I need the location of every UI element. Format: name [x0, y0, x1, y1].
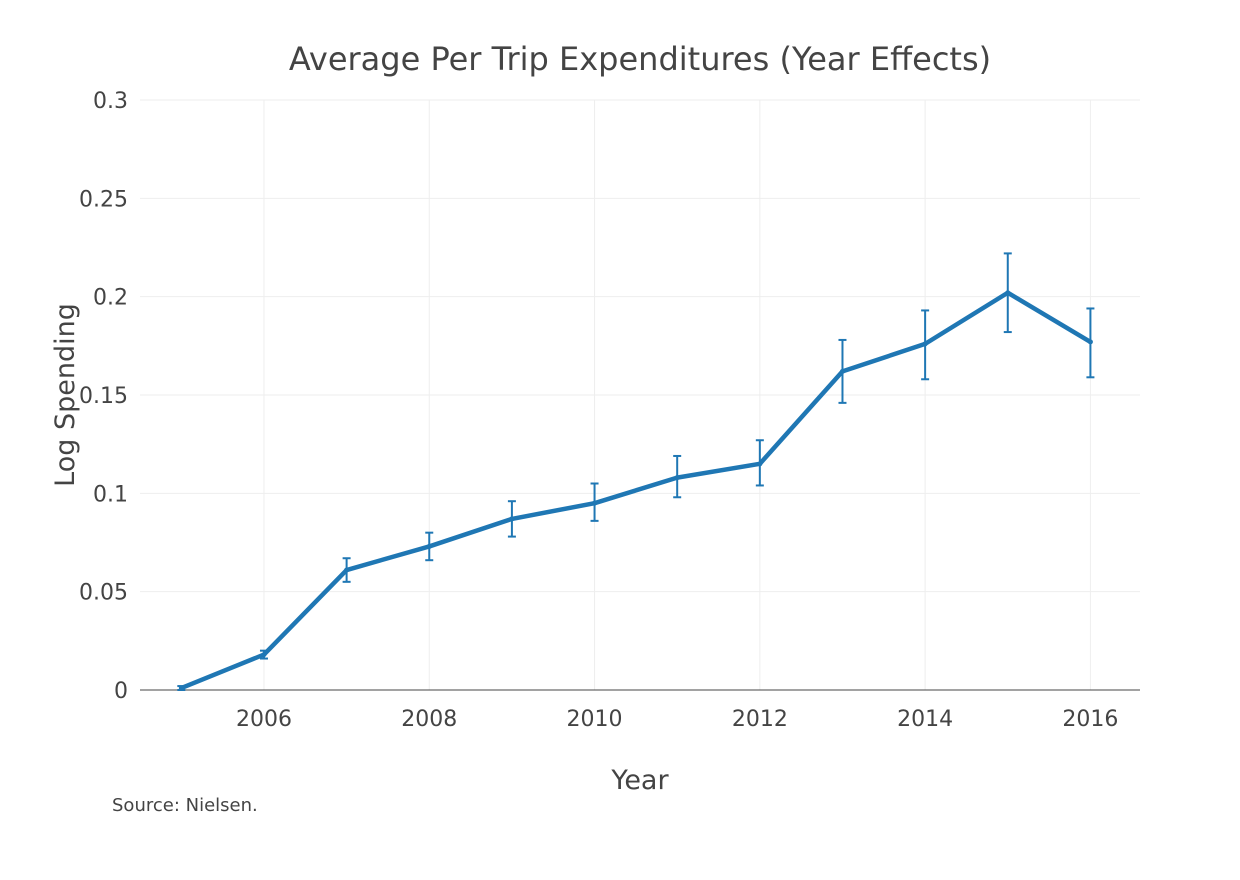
y-tick-label: 0.15	[79, 384, 128, 409]
x-tick-label: 2008	[401, 707, 457, 732]
x-tick-label: 2012	[732, 707, 788, 732]
data-point	[426, 543, 432, 549]
source-note: Source: Nielsen.	[112, 795, 258, 816]
data-point	[674, 475, 680, 481]
y-tick-label: 0.2	[93, 286, 128, 311]
x-axis-title: Year	[610, 765, 669, 796]
y-tick-label: 0.3	[93, 89, 128, 114]
data-point	[757, 461, 763, 467]
series-line	[179, 290, 1093, 691]
y-tick-label: 0.05	[79, 581, 128, 606]
y-tick-label: 0.25	[79, 187, 128, 212]
y-axis-title: Log Spending	[50, 303, 81, 487]
axes: 0 0.05 0.1 0.15 0.2 0.25 0.3 2006 2008 2010 2012 20…	[79, 89, 1140, 732]
data-point	[344, 567, 350, 573]
data-point	[1005, 290, 1011, 296]
series	[178, 290, 1093, 691]
y-tick-label: 0.1	[93, 482, 128, 507]
data-point	[509, 516, 515, 522]
y-tick-label: 0	[114, 679, 128, 704]
data-point	[1087, 339, 1093, 345]
x-tick-label: 2016	[1062, 707, 1118, 732]
data-point	[261, 652, 267, 658]
data-point	[178, 685, 184, 691]
x-tick-label: 2010	[567, 707, 623, 732]
chart-title: Average Per Trip Expenditures (Year Effe…	[289, 40, 991, 78]
data-point	[839, 368, 845, 374]
data-point	[592, 500, 598, 506]
gridlines	[140, 99, 1140, 690]
data-point	[922, 341, 928, 347]
x-tick-label: 2006	[236, 707, 292, 732]
x-tick-label: 2014	[897, 707, 953, 732]
